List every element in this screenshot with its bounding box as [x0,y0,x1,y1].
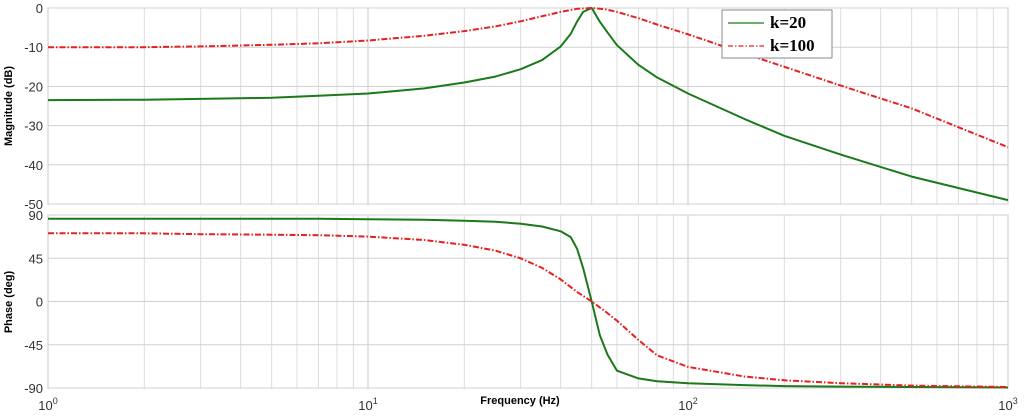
magnitude-ytick-label: 0 [36,1,43,16]
phase-series-k100 [48,232,1009,388]
phase-ytick-label: -45 [24,338,43,353]
x-tick-label: 102 [678,396,697,413]
phase-ytick-label: 0 [36,295,43,310]
magnitude-series-k20 [47,7,1009,202]
phase-panel: 90 45 0 -45 -90 Phase (deg) 100 101 102 103 Fre… [3,208,1018,413]
x-tick-label: 100 [38,396,57,413]
magnitude-ytick-label: -50 [24,197,43,212]
phase-yticks: 90 45 0 -45 -90 [24,208,43,396]
phase-series-k20 [48,217,1009,389]
x-tick-label: 101 [358,396,377,413]
magnitude-ytick-label: -40 [24,158,43,173]
phase-ytick-label: -90 [24,381,43,396]
phase-ytick-label: 45 [29,251,43,266]
magnitude-ytick-label: -20 [24,79,43,94]
legend-label-k20: k=20 [770,13,806,32]
phase-grid [47,214,1009,389]
phase-axis-label: Phase (deg) [3,270,15,333]
magnitude-axis-label: Magnitude (dB) [3,66,15,146]
legend: k=20 k=100 [721,9,833,59]
legend-label-k100: k=100 [770,36,815,55]
x-tick-label: 103 [998,396,1017,413]
phase-series [48,217,1009,389]
magnitude-grid [47,7,1009,205]
phase-ytick-label: 90 [29,208,43,223]
magnitude-yticks: 0 -10 -20 -30 -40 -50 [24,1,43,212]
magnitude-panel: 0 -10 -20 -30 -40 -50 Magnitude (dB) k=20 k=1… [3,1,1009,212]
magnitude-ytick-label: -30 [24,119,43,134]
legend-box [721,9,833,59]
magnitude-ytick-label: -10 [24,40,43,55]
x-axis-label: Frequency (Hz) [480,395,560,407]
magnitude-plot-area [47,7,1009,205]
x-ticks: 100 101 102 103 [38,396,1017,413]
